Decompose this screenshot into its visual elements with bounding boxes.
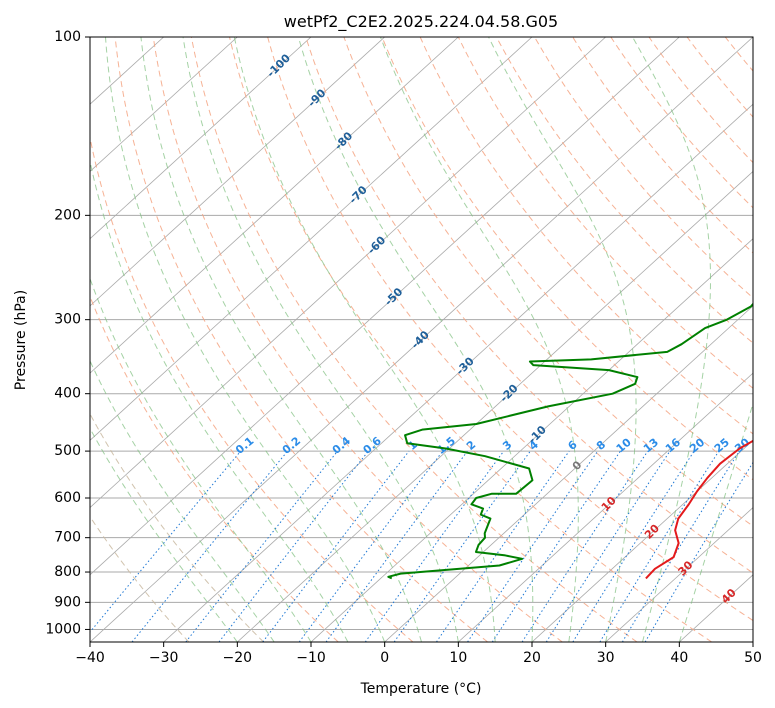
x-tick-label: 50 bbox=[744, 650, 762, 666]
dry-adiabat-line bbox=[90, 515, 190, 642]
dry-adiabat-line bbox=[90, 412, 264, 642]
y-axis-title: Pressure (hPa) bbox=[13, 290, 29, 390]
mixing-ratio-line bbox=[621, 450, 740, 642]
isotherm-line bbox=[90, 37, 238, 172]
profile-lines bbox=[387, 302, 753, 580]
dry-adiabat-line bbox=[114, 37, 488, 642]
isotherm-line bbox=[90, 37, 606, 509]
dry-adiabat-line bbox=[457, 37, 753, 389]
moist-adiabat-line bbox=[678, 401, 753, 642]
isotherm-line bbox=[237, 170, 753, 642]
moist-adiabat-line bbox=[104, 37, 386, 642]
y-tick-label: 600 bbox=[54, 490, 81, 506]
mixing-ratio-line bbox=[298, 450, 444, 642]
dry-adiabat-line bbox=[190, 37, 638, 642]
isotherm-line bbox=[90, 37, 459, 374]
y-tick-label: 400 bbox=[54, 386, 81, 402]
mixing-ratio-line bbox=[364, 450, 505, 642]
isotherm-line bbox=[163, 103, 753, 642]
x-tick-label: −20 bbox=[223, 650, 253, 666]
dry-adiabat-line bbox=[381, 37, 753, 481]
x-tick-label: 0 bbox=[380, 650, 389, 666]
x-tick-label: 10 bbox=[449, 650, 467, 666]
plot-frame bbox=[89, 36, 754, 643]
moist-adiabat-line bbox=[380, 37, 579, 642]
x-tick-label: −30 bbox=[149, 650, 179, 666]
isotherm-line bbox=[310, 238, 753, 642]
moist-adiabat-line bbox=[488, 37, 637, 642]
dry-adiabat-line bbox=[534, 37, 753, 299]
y-tick-label: 800 bbox=[54, 564, 81, 580]
x-tick-label: 30 bbox=[597, 650, 615, 666]
isotherm-line bbox=[384, 305, 753, 642]
y-tick-label: 700 bbox=[54, 530, 81, 546]
dry-adiabat-line bbox=[763, 37, 775, 642]
isotherm-line bbox=[458, 372, 753, 642]
chart-title: wetPf2_C2E2.2025.224.04.58.G05 bbox=[284, 12, 558, 32]
x-tick-label: −40 bbox=[75, 650, 105, 666]
y-tick-label: 200 bbox=[54, 207, 81, 223]
x-axis-title: Temperature (°C) bbox=[360, 681, 482, 697]
isotherm-line bbox=[90, 37, 533, 441]
y-tick-label: 1000 bbox=[45, 621, 81, 637]
dewpoint-line bbox=[387, 302, 753, 580]
y-tick-label: 100 bbox=[54, 29, 81, 45]
moist-adiabat-line bbox=[297, 37, 534, 642]
y-tick-label: 300 bbox=[54, 312, 81, 328]
mixing-ratio-line bbox=[521, 450, 649, 642]
isotherm-line bbox=[605, 507, 753, 642]
dry-adiabat-line bbox=[152, 37, 563, 642]
mixing-ratio-line bbox=[325, 450, 468, 642]
mixing-ratio-line bbox=[131, 450, 288, 642]
mixing-ratio-line bbox=[467, 450, 599, 642]
dry-adiabat-line bbox=[495, 37, 753, 344]
isotherm-line bbox=[531, 439, 753, 642]
moist-adiabat-line bbox=[140, 37, 422, 642]
moist-adiabat-line bbox=[233, 37, 496, 642]
moist-adiabat-line bbox=[632, 37, 712, 642]
isotherm-line bbox=[752, 641, 753, 642]
x-tick-label: 40 bbox=[670, 650, 688, 666]
background-lines bbox=[90, 37, 775, 642]
mixing-ratio-line bbox=[436, 450, 570, 642]
mixing-ratio-line bbox=[185, 450, 338, 642]
y-tick-label: 500 bbox=[54, 443, 81, 459]
mixing-ratio-line bbox=[491, 450, 621, 642]
x-tick-label: 20 bbox=[523, 650, 541, 666]
isotherm-line bbox=[90, 37, 680, 576]
dry-adiabat-line bbox=[90, 135, 414, 642]
dry-adiabat-line bbox=[419, 37, 753, 435]
moist-adiabat-line bbox=[90, 277, 312, 642]
temperature-line bbox=[645, 439, 753, 580]
mixing-ratio-label: 36 bbox=[753, 435, 773, 455]
moist-adiabat-line bbox=[182, 37, 459, 642]
mixing-ratio-line bbox=[90, 450, 242, 633]
moist-adiabat-line bbox=[90, 359, 275, 642]
moist-adiabat-line bbox=[90, 158, 349, 642]
dry-adiabat-line bbox=[305, 37, 753, 574]
axes: −40 −30 −20 −10 0 10 20 30 40 50 100 200 300 400 500 60… bbox=[45, 29, 762, 666]
mixing-ratio-line bbox=[572, 450, 695, 642]
mixing-ratio-line bbox=[545, 450, 671, 642]
dry-adiabat-line bbox=[267, 37, 753, 622]
x-tick-label: −10 bbox=[296, 650, 326, 666]
isotherm-line bbox=[90, 37, 312, 240]
isotherm-line bbox=[90, 37, 385, 307]
y-tick-label: 900 bbox=[54, 594, 81, 610]
moist-adiabat-line bbox=[90, 427, 238, 642]
mixing-ratio-line bbox=[262, 450, 410, 642]
